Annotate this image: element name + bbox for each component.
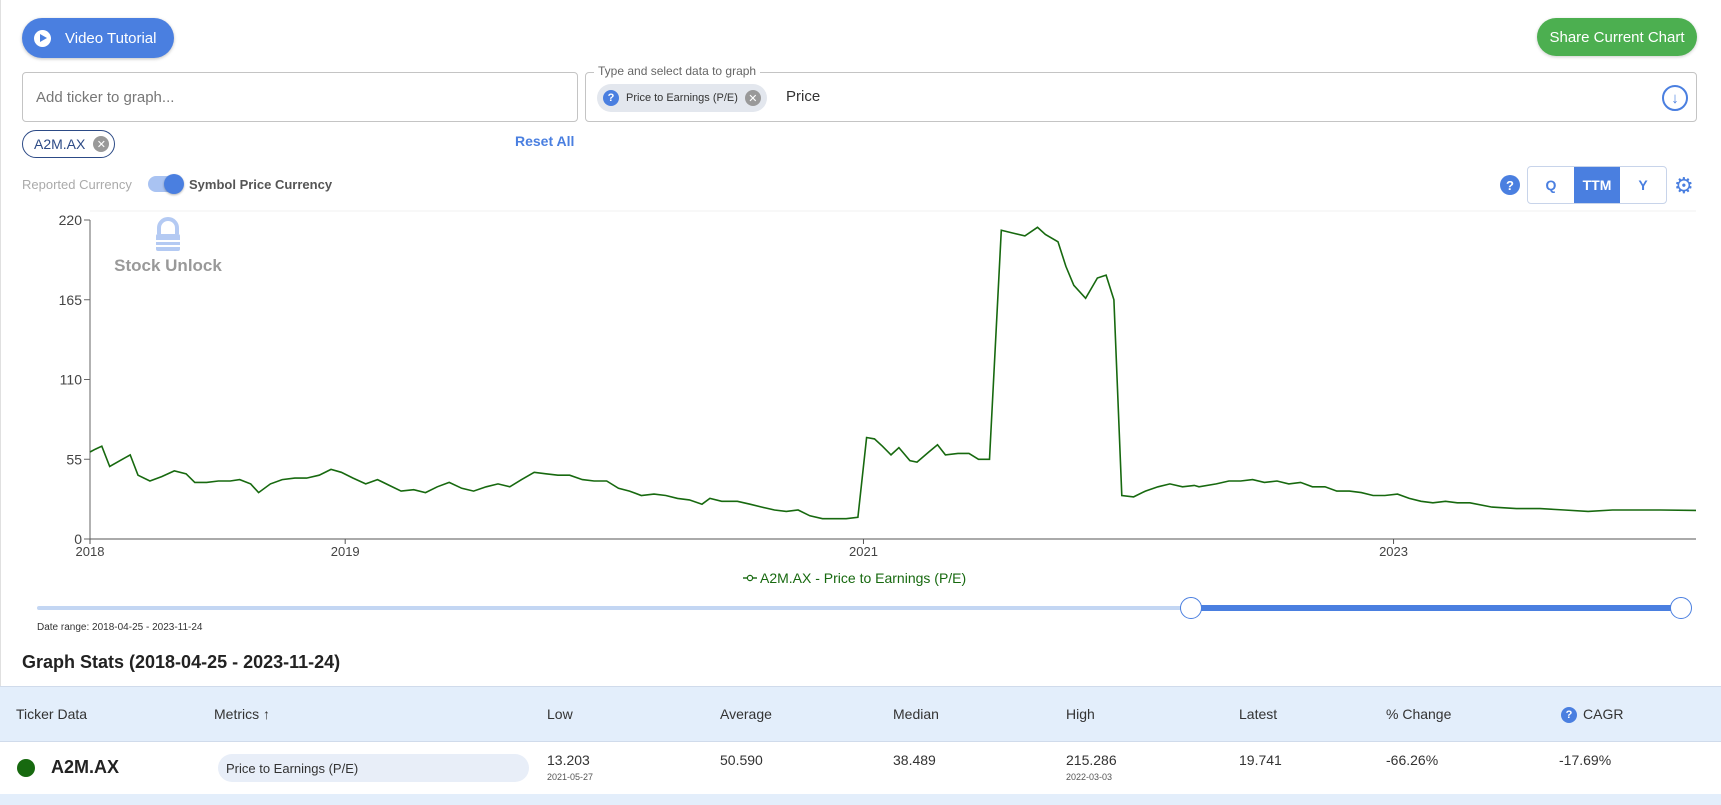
download-icon[interactable]: ↓ xyxy=(1662,85,1688,111)
row-ticker: A2M.AX xyxy=(51,757,120,777)
data-select-legend: Type and select data to graph xyxy=(594,64,761,78)
row-change: -66.26% xyxy=(1386,752,1439,768)
legend-marker xyxy=(746,574,754,582)
table-row: A2M.AX Price to Earnings (P/E) 13.203 20… xyxy=(0,742,1721,794)
play-icon xyxy=(34,29,51,47)
toggle-knob xyxy=(164,174,184,194)
row-latest: 19.741 xyxy=(1239,752,1282,768)
stock-unlock-watermark: Stock Unlock xyxy=(114,217,222,275)
x-tick-label: 2018 xyxy=(76,544,105,559)
watermark-text: Stock Unlock xyxy=(114,256,222,275)
date-range-track xyxy=(37,606,1682,610)
period-y-button[interactable]: Y xyxy=(1638,177,1648,193)
video-tutorial-button[interactable]: Video Tutorial xyxy=(22,18,174,58)
ticker-input[interactable] xyxy=(22,72,578,122)
header-cagr[interactable]: CAGR xyxy=(1583,706,1624,722)
ticker-chip[interactable]: A2M.AX ✕ xyxy=(22,130,116,158)
y-tick-label: 55 xyxy=(66,451,82,467)
pe-series-line xyxy=(89,226,1697,520)
row-average: 50.590 xyxy=(720,752,763,768)
left-border xyxy=(0,0,1,805)
period-selector: Q TTM Y xyxy=(1527,166,1667,204)
reported-currency-label: Reported Currency xyxy=(22,177,132,192)
range-start-handle[interactable] xyxy=(1180,597,1202,619)
date-range-text: Date range: 2018-04-25 - 2023-11-24 xyxy=(37,622,203,633)
remove-ticker-icon[interactable]: ✕ xyxy=(93,136,110,152)
period-help-icon[interactable]: ? xyxy=(1500,175,1520,195)
y-tick-label: 165 xyxy=(59,292,83,308)
header-latest[interactable]: Latest xyxy=(1239,706,1278,722)
header-low[interactable]: Low xyxy=(547,706,573,722)
row-cagr: -17.69% xyxy=(1559,752,1612,768)
y-tick-label: 0 xyxy=(74,531,82,547)
y-tick-label: 220 xyxy=(59,212,83,228)
row-low: 13.203 xyxy=(547,752,590,768)
legend-label: A2M.AX - Price to Earnings (P/E) xyxy=(760,570,966,586)
chart-legend: A2M.AX - Price to Earnings (P/E) xyxy=(743,570,966,586)
header-ticker-data: Ticker Data xyxy=(16,706,88,722)
reset-all-button[interactable]: Reset All xyxy=(515,133,575,149)
data-select-field[interactable]: Type and select data to graph ? Price to… xyxy=(585,64,1697,122)
metric-chip[interactable]: ? Price to Earnings (P/E) ✕ xyxy=(597,84,767,112)
series-color-dot xyxy=(17,759,35,777)
row-median: 38.489 xyxy=(893,752,936,768)
video-tutorial-label: Video Tutorial xyxy=(65,29,157,47)
row-high: 215.286 xyxy=(1066,752,1117,768)
pe-line-chart: 0 55 110 165 220 2018 2019 2021 2023 Stock Unlo… xyxy=(59,210,1697,586)
row-low-date: 2021-05-27 xyxy=(547,772,594,782)
header-change[interactable]: % Change xyxy=(1386,706,1452,722)
range-end-handle[interactable] xyxy=(1670,597,1692,619)
table-footer-strip xyxy=(0,794,1721,805)
date-range-selected xyxy=(1191,605,1682,611)
stats-table-header: Ticker Data Metrics ↑ Low Average Median… xyxy=(0,686,1721,742)
y-tick-label: 110 xyxy=(60,372,83,388)
graph-stats-title: Graph Stats (2018-04-25 - 2023-11-24) xyxy=(22,652,341,672)
currency-toggle[interactable] xyxy=(148,174,184,194)
x-tick-label: 2019 xyxy=(331,544,360,559)
data-select-typed-text[interactable]: Price xyxy=(786,88,821,105)
period-q-button[interactable]: Q xyxy=(1545,177,1557,193)
metric-chip-label: Price to Earnings (P/E) xyxy=(626,92,738,104)
ticker-chip-label: A2M.AX xyxy=(34,136,86,152)
x-tick-label: 2023 xyxy=(1379,544,1408,559)
gear-icon[interactable]: ⚙ xyxy=(1674,173,1694,198)
header-high[interactable]: High xyxy=(1066,706,1095,722)
remove-metric-icon[interactable]: ✕ xyxy=(744,90,761,106)
symbol-price-currency-label: Symbol Price Currency xyxy=(189,177,333,192)
header-metrics[interactable]: Metrics ↑ xyxy=(214,706,270,722)
header-average[interactable]: Average xyxy=(720,706,772,722)
cagr-help-icon[interactable]: ? xyxy=(1561,707,1577,723)
share-chart-button[interactable]: Share Current Chart xyxy=(1537,18,1697,56)
row-high-date: 2022-03-03 xyxy=(1066,772,1113,782)
share-chart-label: Share Current Chart xyxy=(1549,28,1685,46)
help-icon[interactable]: ? xyxy=(603,90,619,106)
header-median[interactable]: Median xyxy=(893,706,939,722)
x-tick-label: 2021 xyxy=(849,544,878,559)
lock-icon xyxy=(156,217,180,251)
row-metric-pill: Price to Earnings (P/E) xyxy=(218,754,529,782)
period-ttm-button[interactable]: TTM xyxy=(1574,167,1620,203)
